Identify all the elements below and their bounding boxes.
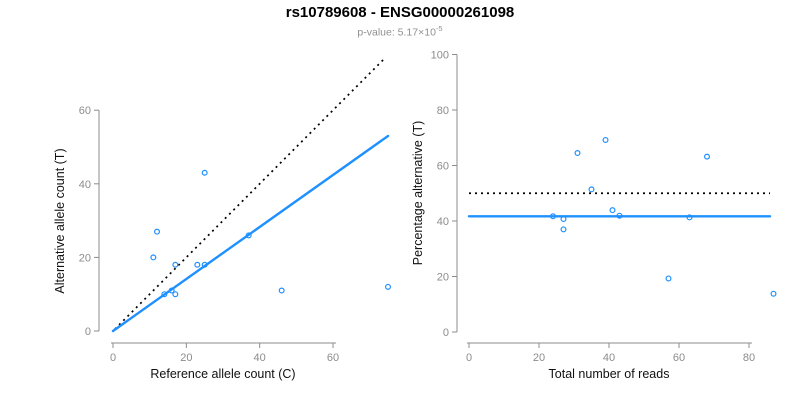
p-value-text: p-value: 5.17×10: [357, 26, 436, 39]
data-point: [194, 261, 201, 268]
left-scatter-plot: 0 20 40 60 0 20 40 60: [79, 58, 392, 364]
data-point: [588, 186, 595, 193]
data-point: [602, 136, 609, 143]
data-point: [172, 261, 179, 268]
left-x-axis-label: Reference allele count (C): [150, 367, 295, 381]
y-tick-label: 80: [437, 105, 449, 117]
p-value-label: p-value: 5.17×10-5: [0, 24, 800, 39]
data-point: [560, 216, 567, 223]
y-tick-label: 40: [79, 179, 91, 191]
data-point: [201, 261, 208, 268]
data-point: [154, 228, 161, 235]
data-point: [609, 207, 616, 214]
x-tick-label: 60: [673, 352, 685, 364]
identity-line: [114, 58, 385, 330]
y-tick-label: 0: [443, 327, 449, 339]
data-point: [278, 287, 285, 294]
x-tick-label: 60: [327, 352, 339, 364]
data-point: [201, 169, 208, 176]
y-tick-label: 40: [437, 216, 449, 228]
x-tick-label: 20: [180, 352, 192, 364]
right-scatter-plot: 0 20 40 60 80 100 0 20 40 60 80: [431, 50, 777, 364]
x-tick-label: 40: [603, 352, 615, 364]
x-tick-label: 20: [533, 352, 545, 364]
data-point: [686, 214, 693, 221]
data-point: [560, 226, 567, 233]
x-tick-label: 0: [110, 352, 116, 364]
data-point: [161, 291, 168, 298]
x-tick-label: 40: [254, 352, 266, 364]
y-tick-label: 20: [79, 252, 91, 264]
x-tick-label: 0: [466, 352, 472, 364]
right-y-axis-label: Percentage alternative (T): [411, 121, 425, 266]
y-tick-label: 20: [437, 272, 449, 284]
x-tick-label: 80: [743, 352, 755, 364]
data-point: [245, 232, 252, 239]
data-point: [172, 291, 179, 298]
p-value-exponent: -5: [435, 24, 443, 33]
data-point: [703, 153, 710, 160]
data-point: [665, 275, 672, 282]
y-tick-label: 60: [79, 105, 91, 117]
data-point: [168, 287, 175, 294]
data-point: [549, 213, 556, 220]
right-x-axis-label: Total number of reads: [549, 367, 670, 381]
y-tick-label: 60: [437, 161, 449, 173]
data-point: [150, 254, 157, 261]
data-point: [616, 212, 623, 219]
y-tick-label: 0: [85, 326, 91, 338]
data-point: [574, 150, 581, 157]
data-point: [770, 290, 777, 297]
y-tick-label: 100: [431, 50, 449, 62]
figure-title: rs10789608 - ENSG00000261098: [285, 4, 515, 21]
data-point: [385, 283, 392, 290]
left-y-axis-label: Alternative allele count (T): [53, 148, 67, 293]
